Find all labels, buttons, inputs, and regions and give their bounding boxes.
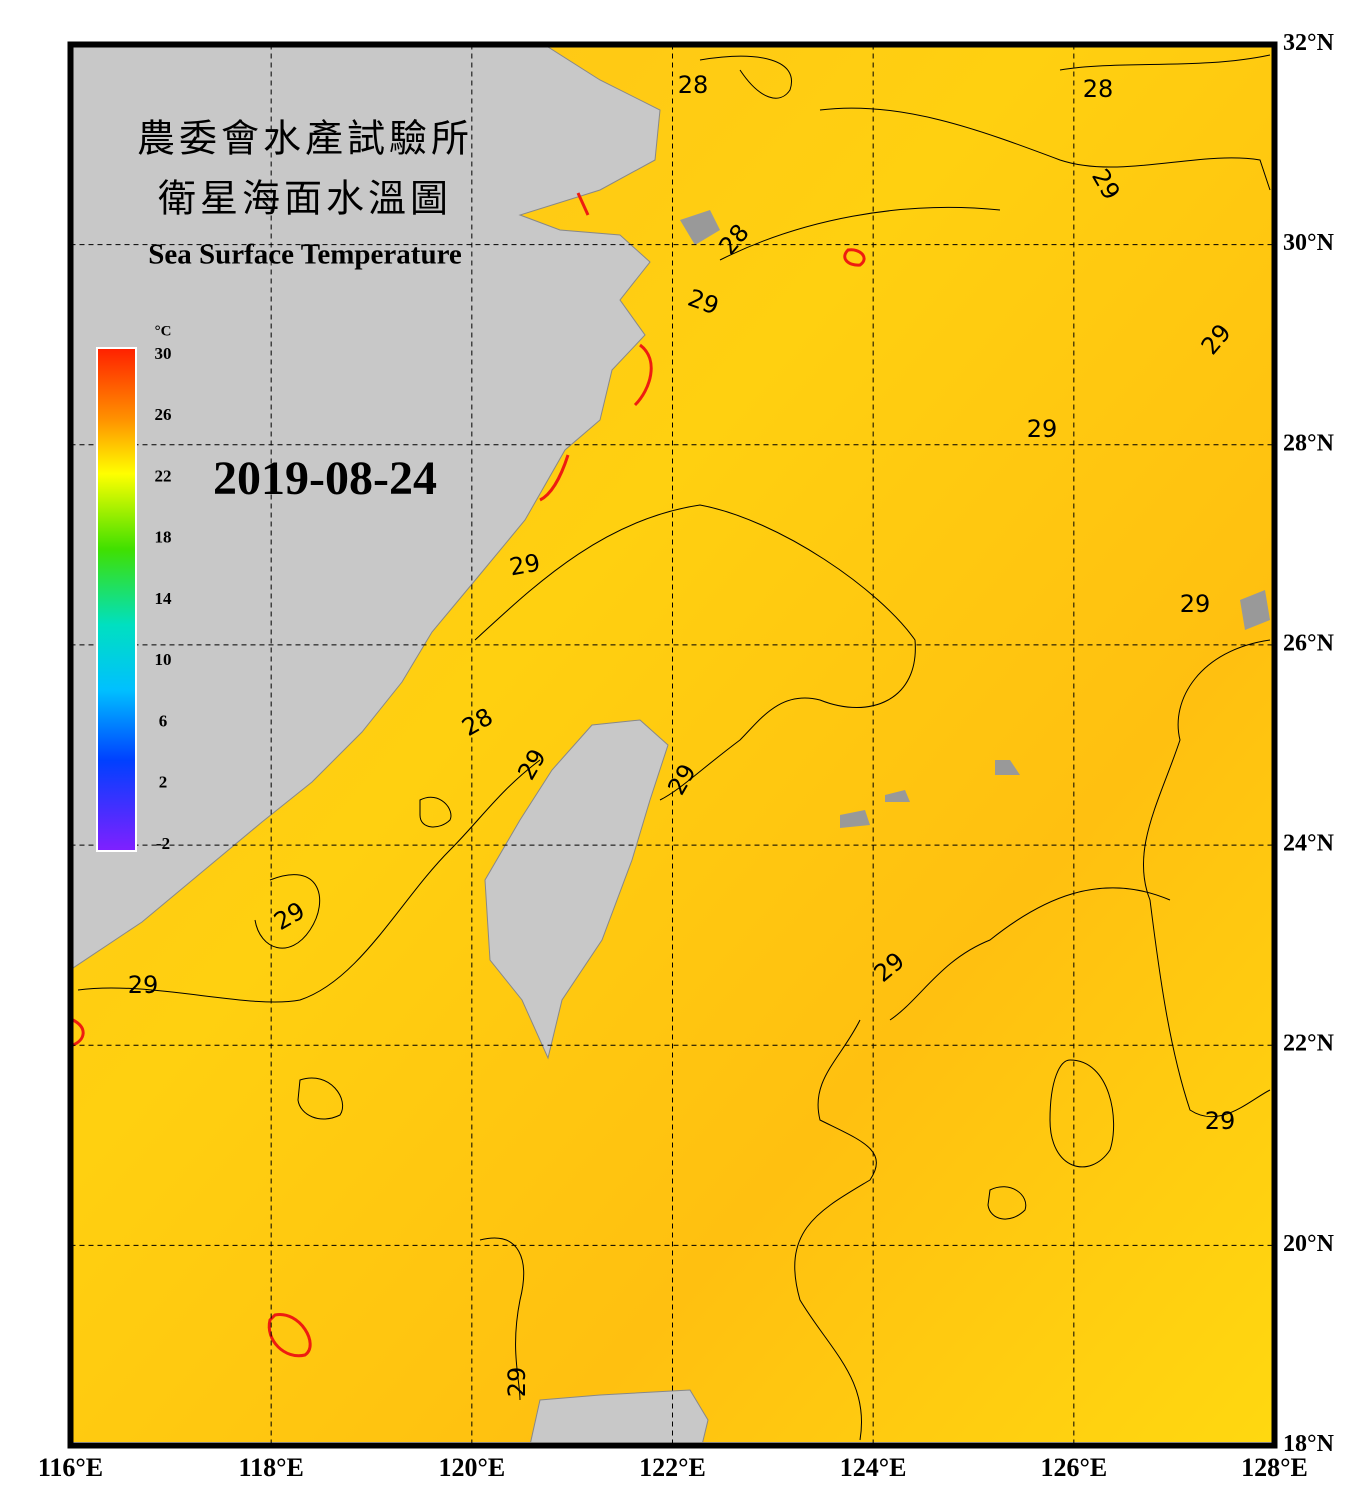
y-tick-label: 32°N — [1283, 30, 1335, 56]
y-tick-label: 24°N — [1283, 831, 1335, 857]
grid — [70, 44, 1275, 1446]
x-tick-label: 118°E — [239, 1453, 304, 1482]
contour-label: 28 — [1083, 75, 1114, 103]
x-tick-label: 126°E — [1040, 1453, 1107, 1482]
contour-label: 29 — [128, 971, 159, 999]
x-tick-label: 124°E — [840, 1453, 907, 1482]
contour-label: 29 — [1027, 415, 1058, 443]
contours-30 — [73, 192, 866, 1358]
title-zh: 衛星海面水溫圖 — [158, 179, 452, 221]
date: 2019-08-24 — [213, 452, 437, 505]
colorbar-tick-label: -2 — [156, 834, 170, 853]
colorbar-tick-label: 14 — [155, 589, 173, 608]
contour-label: 28 — [678, 71, 709, 99]
x-tick-label: 116°E — [38, 1453, 103, 1482]
y-tick-label: 18°N — [1283, 1431, 1335, 1457]
colorbar-unit: °C — [155, 323, 172, 339]
x-tick-label: 128°E — [1241, 1453, 1308, 1482]
contour-label: 29 — [507, 549, 542, 582]
y-tick-label: 26°N — [1283, 630, 1335, 656]
contour-label: 29 — [1205, 1107, 1236, 1135]
y-tick-label: 22°N — [1283, 1031, 1335, 1057]
colorbar-tick-label: 6 — [159, 711, 168, 730]
colorbar-tick-label: 2 — [159, 773, 168, 792]
contour-label: 29 — [503, 1367, 531, 1398]
colorbar-tick-label: 18 — [155, 528, 172, 547]
x-tick-label: 122°E — [639, 1453, 706, 1482]
y-tick-label: 28°N — [1283, 430, 1335, 456]
contours — [77, 54, 1271, 1441]
colorbar-tick-label: 30 — [155, 344, 172, 363]
contour-label: 29 — [1180, 590, 1211, 618]
colorbar — [96, 347, 137, 852]
colorbar-tick-label: 26 — [155, 405, 172, 424]
title-zh: 農委會水產試驗所 — [137, 119, 473, 161]
colorbar-tick-label: 22 — [155, 466, 172, 485]
frame — [67, 41, 1278, 1449]
y-tick-label: 20°N — [1283, 1231, 1335, 1257]
x-tick-label: 120°E — [438, 1453, 505, 1482]
title-en: Sea Surface Temperature — [148, 239, 462, 271]
colorbar-tick-label: 10 — [155, 650, 172, 669]
y-tick-label: 30°N — [1283, 230, 1335, 256]
land — [73, 47, 1270, 1442]
